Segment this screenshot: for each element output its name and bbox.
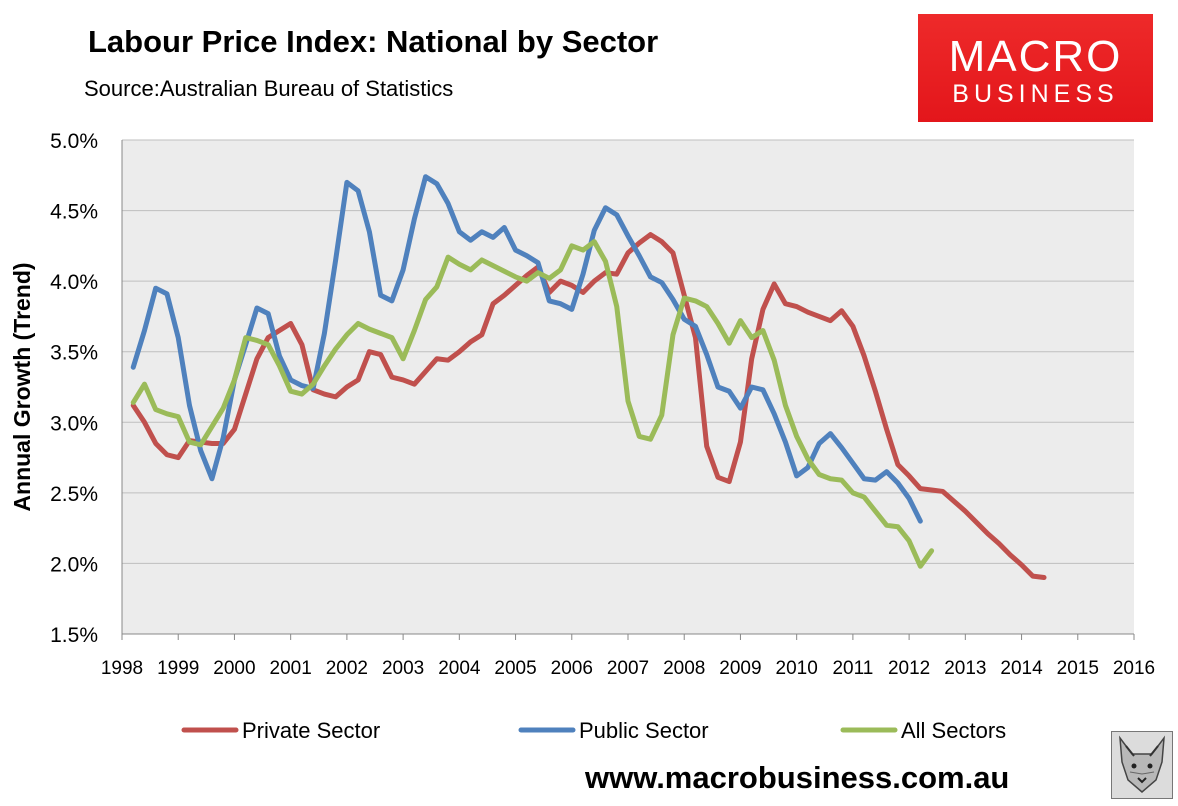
legend-label: All Sectors xyxy=(901,718,1006,743)
x-tick-label: 2002 xyxy=(326,658,368,679)
x-tick-label: 2016 xyxy=(1113,658,1155,679)
y-tick-label: 2.5% xyxy=(50,483,98,506)
x-tick-label: 2004 xyxy=(438,658,481,679)
series-lines xyxy=(130,174,1047,581)
x-tick-label: 1998 xyxy=(101,658,143,679)
x-tick-label: 2007 xyxy=(607,658,649,679)
legend: Private Sector Public Sector All Sectors xyxy=(181,718,1006,743)
y-tick-label: 3.0% xyxy=(50,412,98,435)
gridlines xyxy=(122,139,1134,564)
chart-subtitle: Source:Australian Bureau of Statistics xyxy=(84,76,454,101)
y-tick-label: 3.5% xyxy=(50,342,98,365)
y-tick-label: 5.0% xyxy=(50,130,98,153)
fox-head-icon xyxy=(1111,731,1173,799)
website-url: www.macrobusiness.com.au xyxy=(585,760,1010,795)
y-tick-label: 2.0% xyxy=(50,553,98,576)
axes: 1.5% 2.0% 2.5% 3.0% 3.5% 4.0% 4.5% 5.0% 1998 1999… xyxy=(50,130,1155,679)
x-tick-label: 2013 xyxy=(944,658,986,679)
series-line-public-sector xyxy=(130,174,923,524)
x-tick-label: 2000 xyxy=(213,658,255,679)
x-tick-label: 2008 xyxy=(663,658,705,679)
chart-title: Labour Price Index: National by Sector xyxy=(88,24,659,59)
x-tick-label: 1999 xyxy=(157,658,199,679)
series-line-all-sectors xyxy=(130,239,935,569)
x-tick-label: 2010 xyxy=(776,658,818,679)
y-tick-label: 1.5% xyxy=(50,624,98,647)
x-tick-label: 2001 xyxy=(270,658,312,679)
x-tick-label: 2003 xyxy=(382,658,424,679)
x-tick-label: 2015 xyxy=(1057,658,1099,679)
legend-label: Private Sector xyxy=(242,718,380,743)
x-tick-label: 2014 xyxy=(1000,658,1043,679)
x-tick-label: 2011 xyxy=(832,658,873,679)
logo-line-business: BUSINESS xyxy=(952,80,1119,108)
y-tick-label: 4.0% xyxy=(50,271,98,294)
x-tick-label: 2006 xyxy=(551,658,593,679)
x-tick-label: 2012 xyxy=(888,658,930,679)
legend-label: Public Sector xyxy=(579,718,709,743)
macrobusiness-logo: MACRO BUSINESS xyxy=(918,14,1153,122)
logo-line-macro: MACRO xyxy=(948,32,1123,81)
y-axis-label: Annual Growth (Trend) xyxy=(9,262,35,511)
y-tick-label: 4.5% xyxy=(50,201,98,224)
x-tick-label: 2005 xyxy=(494,658,536,679)
series-line-private-sector xyxy=(130,232,1047,581)
x-tick-label: 2009 xyxy=(719,658,761,679)
